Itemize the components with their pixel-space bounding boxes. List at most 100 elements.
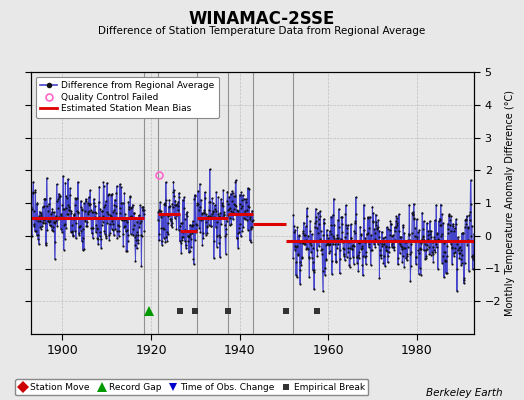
- Point: [293, 224, 302, 230]
- Point: [81, 207, 90, 214]
- Point: [315, 220, 323, 227]
- Point: [355, 240, 363, 246]
- Point: [71, 195, 80, 202]
- Point: [182, 213, 191, 219]
- Point: [410, 215, 419, 222]
- Point: [432, 202, 440, 208]
- Point: [245, 204, 253, 210]
- Point: [320, 220, 328, 226]
- Point: [83, 223, 91, 230]
- Point: [239, 196, 248, 202]
- Point: [124, 199, 133, 205]
- Point: [461, 224, 469, 230]
- Point: [424, 244, 433, 250]
- Point: [57, 226, 65, 232]
- Point: [220, 209, 228, 216]
- Point: [82, 222, 91, 229]
- Point: [175, 194, 183, 200]
- Point: [394, 255, 402, 261]
- Point: [30, 221, 39, 228]
- Point: [160, 202, 169, 208]
- Point: [84, 207, 93, 214]
- Point: [352, 211, 361, 217]
- Point: [47, 223, 55, 230]
- Point: [298, 238, 307, 245]
- Point: [183, 209, 191, 215]
- Point: [373, 226, 381, 232]
- Point: [330, 235, 338, 241]
- Point: [370, 226, 378, 232]
- Point: [87, 225, 95, 232]
- Point: [380, 234, 389, 240]
- Point: [439, 252, 447, 259]
- Point: [317, 247, 325, 253]
- Point: [136, 220, 144, 226]
- Point: [221, 232, 230, 239]
- Point: [419, 232, 428, 239]
- Point: [72, 220, 80, 226]
- Point: [443, 243, 452, 249]
- Point: [444, 213, 453, 220]
- Point: [313, 253, 322, 260]
- Point: [222, 231, 231, 237]
- Point: [130, 210, 138, 216]
- Point: [434, 236, 443, 242]
- Point: [122, 248, 130, 254]
- Point: [161, 200, 169, 206]
- Point: [420, 218, 428, 224]
- Point: [384, 225, 392, 232]
- Point: [79, 235, 88, 241]
- Point: [174, 199, 182, 205]
- Point: [190, 261, 198, 267]
- Point: [326, 231, 335, 238]
- Point: [105, 221, 114, 227]
- Point: [192, 228, 201, 235]
- Point: [159, 235, 168, 241]
- Point: [198, 211, 206, 218]
- Point: [374, 217, 383, 223]
- Point: [442, 270, 450, 276]
- Point: [162, 233, 171, 240]
- Point: [425, 230, 434, 237]
- Point: [200, 208, 209, 215]
- Point: [191, 193, 200, 200]
- Point: [446, 222, 454, 228]
- Point: [28, 190, 37, 196]
- Point: [360, 227, 368, 234]
- Point: [170, 202, 179, 208]
- Point: [396, 241, 404, 247]
- Point: [49, 228, 58, 234]
- Point: [192, 222, 201, 228]
- Point: [331, 251, 340, 257]
- Point: [312, 214, 320, 220]
- Point: [309, 259, 318, 266]
- Point: [401, 255, 410, 262]
- Point: [184, 249, 193, 256]
- Point: [52, 181, 61, 188]
- Point: [318, 246, 326, 252]
- Point: [348, 242, 356, 249]
- Point: [293, 251, 302, 258]
- Point: [465, 212, 474, 218]
- Point: [67, 229, 75, 235]
- Point: [291, 227, 299, 234]
- Point: [406, 237, 414, 243]
- Point: [163, 219, 172, 226]
- Point: [208, 211, 216, 217]
- Point: [389, 232, 398, 238]
- Point: [345, 238, 353, 245]
- Point: [231, 179, 239, 185]
- Point: [187, 244, 195, 250]
- Point: [165, 203, 173, 210]
- Point: [244, 227, 252, 233]
- Point: [423, 242, 432, 248]
- Point: [110, 207, 118, 213]
- Point: [226, 215, 235, 221]
- Point: [31, 188, 39, 195]
- Point: [234, 230, 242, 236]
- Point: [100, 204, 108, 210]
- Point: [134, 240, 142, 246]
- Point: [172, 226, 181, 232]
- Point: [306, 217, 314, 224]
- Point: [381, 263, 389, 269]
